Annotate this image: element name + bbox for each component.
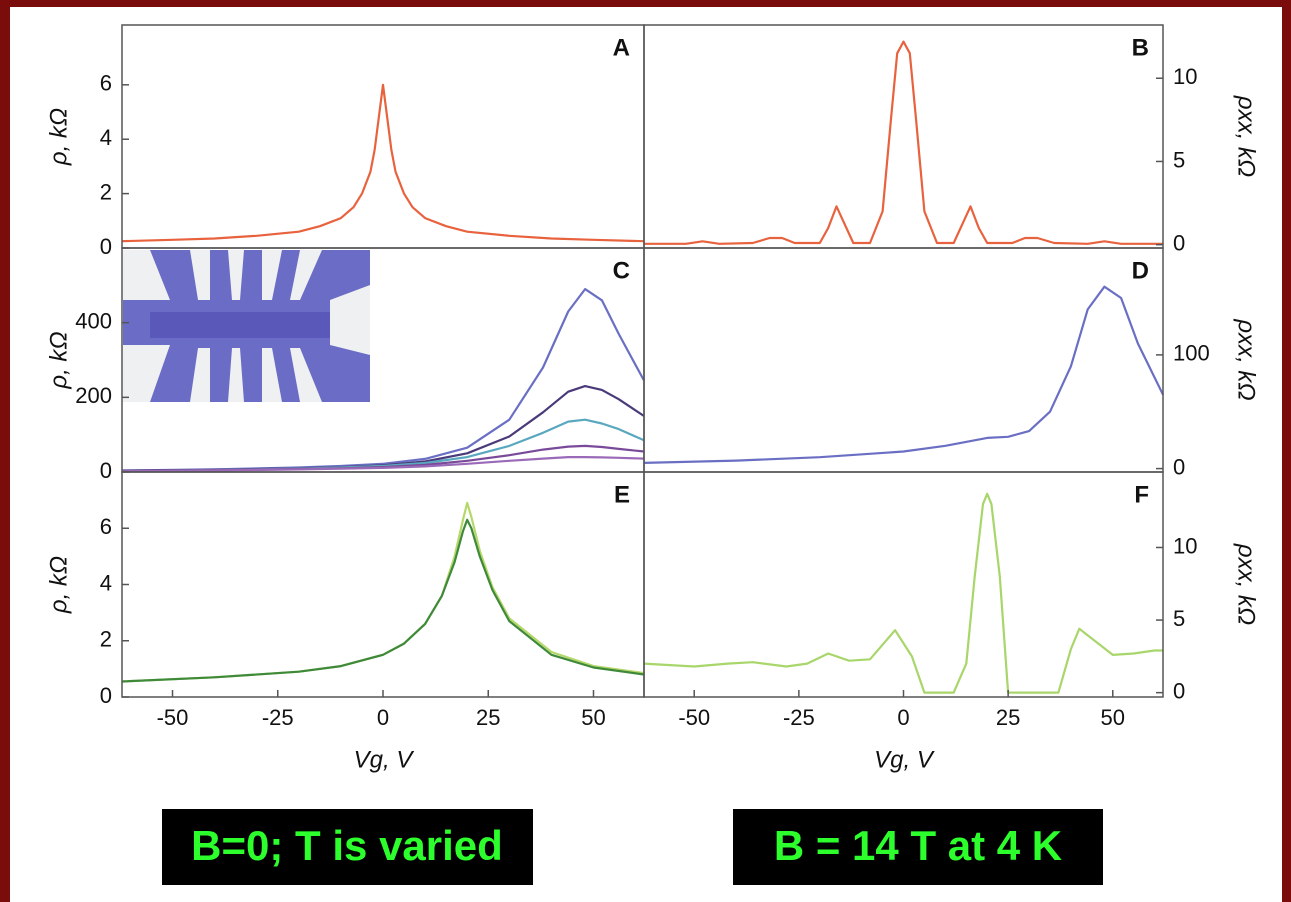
- x-axis-label: Vg, V: [354, 746, 415, 773]
- x-tick-label: 50: [1101, 705, 1125, 730]
- x-tick-label: -25: [783, 705, 815, 730]
- y-tick-label: 2: [100, 179, 112, 204]
- panel-label: E: [614, 481, 630, 508]
- x-axis-label: Vg, V: [874, 746, 935, 773]
- panel-label: B: [1132, 34, 1149, 61]
- panel-label: A: [613, 34, 630, 61]
- x-tick-label: -50: [678, 705, 710, 730]
- x-tick-label: 25: [476, 705, 500, 730]
- y-tick-label: 0: [1173, 454, 1185, 479]
- x-tick-label: 25: [996, 705, 1020, 730]
- y-tick-label: 400: [75, 308, 112, 333]
- data-line: [121, 83, 645, 243]
- data-line: [643, 492, 1163, 694]
- x-tick-label: 0: [377, 705, 389, 730]
- frame-right: [1282, 0, 1291, 902]
- y-tick-label: 4: [100, 125, 112, 150]
- y-tick-label: 0: [100, 458, 112, 483]
- x-tick-label: -25: [262, 705, 294, 730]
- y-axis-label: ρ, kΩ: [45, 108, 72, 166]
- caption-box: [162, 809, 533, 885]
- y-tick-label: 10: [1173, 64, 1197, 89]
- y-tick-label: 100: [1173, 341, 1210, 366]
- caption-box: [733, 809, 1103, 885]
- y-tick-label: 0: [100, 683, 112, 708]
- y-tick-label: 4: [100, 570, 112, 595]
- y-axis-label: ρ, kΩ: [45, 556, 72, 614]
- y-axis-label: ρxx, kΩ: [1233, 543, 1260, 625]
- y-tick-label: 2: [100, 627, 112, 652]
- y-tick-label: 10: [1173, 533, 1197, 558]
- frame-left: [0, 0, 10, 902]
- x-tick-label: 50: [581, 705, 605, 730]
- y-tick-label: 6: [100, 514, 112, 539]
- data-line: [121, 518, 645, 683]
- y-tick-label: 200: [75, 383, 112, 408]
- data-line: [644, 40, 1163, 245]
- panel-label: F: [1134, 481, 1149, 508]
- y-tick-label: 0: [1173, 678, 1185, 703]
- y-axis-label: ρ, kΩ: [45, 331, 72, 389]
- y-axis-label: ρxx, kΩ: [1233, 95, 1260, 177]
- inset-photo: [123, 250, 370, 402]
- panel-label: C: [613, 257, 630, 284]
- caption: B=0; T is varied: [191, 822, 503, 869]
- data-line: [121, 456, 645, 473]
- caption: B = 14 T at 4 K: [774, 822, 1062, 869]
- y-axis-label: ρxx, kΩ: [1233, 318, 1260, 400]
- frame-top: [0, 0, 1291, 7]
- x-tick-label: 0: [897, 705, 909, 730]
- y-tick-label: 6: [100, 71, 112, 96]
- y-tick-label: 5: [1173, 147, 1185, 172]
- panel-label: D: [1132, 257, 1149, 284]
- y-tick-label: 0: [100, 234, 112, 259]
- data-line: [643, 285, 1164, 464]
- x-tick-label: -50: [157, 705, 189, 730]
- y-tick-label: 5: [1173, 606, 1185, 631]
- y-tick-label: 0: [1173, 230, 1185, 255]
